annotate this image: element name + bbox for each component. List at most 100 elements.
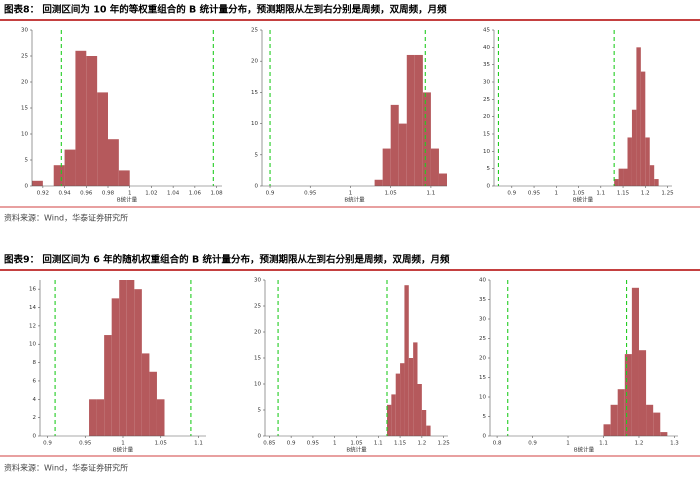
bar [400, 363, 405, 436]
x-tick-label: 1 [566, 441, 570, 447]
bar [654, 179, 659, 186]
bar [382, 148, 391, 186]
y-tick-label: 35 [479, 297, 486, 303]
bar [126, 280, 135, 436]
bar [649, 165, 655, 186]
bar [156, 399, 165, 436]
bar [96, 399, 105, 436]
x-tick-label: 1.05 [385, 191, 398, 197]
y-tick-label: 25 [479, 336, 486, 342]
y-tick-label: 14 [29, 305, 36, 311]
bar [618, 168, 624, 186]
y-tick-label: 10 [254, 382, 261, 388]
x-tick-label: 1.1 [427, 191, 436, 197]
y-tick-label: 40 [483, 45, 490, 51]
y-tick-label: 15 [479, 375, 486, 381]
bar [636, 47, 641, 187]
bar [638, 350, 647, 436]
y-tick-label: 10 [483, 149, 490, 155]
bar [627, 137, 632, 186]
x-tick-label: 0.95 [528, 191, 541, 197]
source: 资料来源：Wind，华泰证券研究所 [4, 463, 128, 473]
x-tick-label: 1.15 [617, 191, 630, 197]
x-tick-label: 1.08 [210, 191, 223, 197]
bar [149, 371, 157, 436]
y-tick-label: 15 [251, 90, 258, 96]
bar [390, 104, 399, 186]
bar [631, 287, 639, 436]
bar [417, 384, 422, 436]
y-tick-label: 20 [483, 114, 490, 120]
x-tick-label: 1 [555, 191, 559, 197]
x-tick-label: 0.95 [304, 191, 317, 197]
x-axis-label: B统计量 [573, 196, 594, 204]
bar [617, 389, 625, 436]
bar [408, 358, 414, 436]
y-tick-label: 10 [251, 121, 258, 127]
bar [422, 92, 431, 186]
x-tick-label: 1.05 [572, 191, 585, 197]
x-tick-label: 1 [121, 441, 125, 447]
y-tick-label: 0 [487, 184, 491, 190]
figure-title: 图表8： 回测区间为 10 年的等权重组合的 B 统计量分布，预测期限从左到右分… [4, 4, 447, 16]
y-tick-label: 8 [33, 360, 37, 366]
y-tick-label: 25 [251, 28, 258, 34]
x-tick-label: 1.05 [155, 441, 168, 447]
x-tick-label: 0.9 [43, 441, 52, 447]
y-tick-label: 10 [29, 342, 36, 348]
y-tick-label: 10 [21, 132, 28, 138]
y-tick-label: 15 [254, 356, 261, 362]
y-tick-label: 5 [483, 414, 487, 420]
bar [97, 92, 108, 186]
x-tick-label: 0.95 [307, 441, 320, 447]
y-tick-label: 0 [25, 184, 29, 190]
bar [108, 139, 119, 186]
y-tick-label: 2 [33, 415, 37, 421]
x-axis-label: B统计量 [346, 446, 367, 454]
bar [374, 179, 383, 186]
y-tick-label: 15 [21, 106, 28, 112]
x-tick-label: 1.2 [417, 441, 426, 447]
bar [391, 394, 396, 436]
y-tick-label: 30 [483, 80, 490, 86]
y-tick-label: 5 [487, 166, 491, 172]
y-tick-label: 4 [33, 397, 37, 403]
bar [64, 149, 76, 186]
bar [414, 54, 423, 187]
bar [387, 404, 392, 436]
bar [111, 298, 120, 436]
x-tick-label: 0.96 [80, 191, 93, 197]
bar [404, 285, 409, 436]
y-tick-label: 30 [21, 28, 28, 34]
y-tick-label: 20 [21, 80, 28, 86]
y-tick-label: 5 [25, 158, 29, 164]
y-tick-label: 25 [483, 97, 490, 103]
bar [640, 71, 646, 186]
bar [430, 148, 439, 186]
y-tick-label: 0 [258, 434, 262, 440]
y-tick-label: 5 [258, 408, 262, 414]
y-tick-label: 0 [255, 184, 259, 190]
x-tick-label: 0.95 [79, 441, 92, 447]
x-tick-label: 0.92 [37, 191, 49, 197]
bar [653, 412, 661, 436]
bar [426, 425, 431, 436]
x-tick-label: 0.94 [58, 191, 71, 197]
bar [89, 399, 97, 436]
y-tick-label: 25 [254, 304, 261, 310]
bar [603, 424, 611, 436]
y-tick-label: 0 [483, 434, 487, 440]
bar [645, 137, 650, 186]
x-tick-label: 0.9 [528, 441, 537, 447]
x-tick-label: 1.02 [145, 191, 157, 197]
y-tick-label: 16 [29, 287, 36, 293]
y-tick-label: 0 [33, 434, 37, 440]
bar [134, 289, 142, 436]
bar [631, 109, 637, 186]
x-tick-label: 1.1 [599, 441, 608, 447]
x-axis-label: B统计量 [117, 196, 138, 204]
x-tick-label: 1.25 [438, 441, 451, 447]
x-tick-label: 1.05 [350, 441, 363, 447]
bar [660, 432, 668, 436]
